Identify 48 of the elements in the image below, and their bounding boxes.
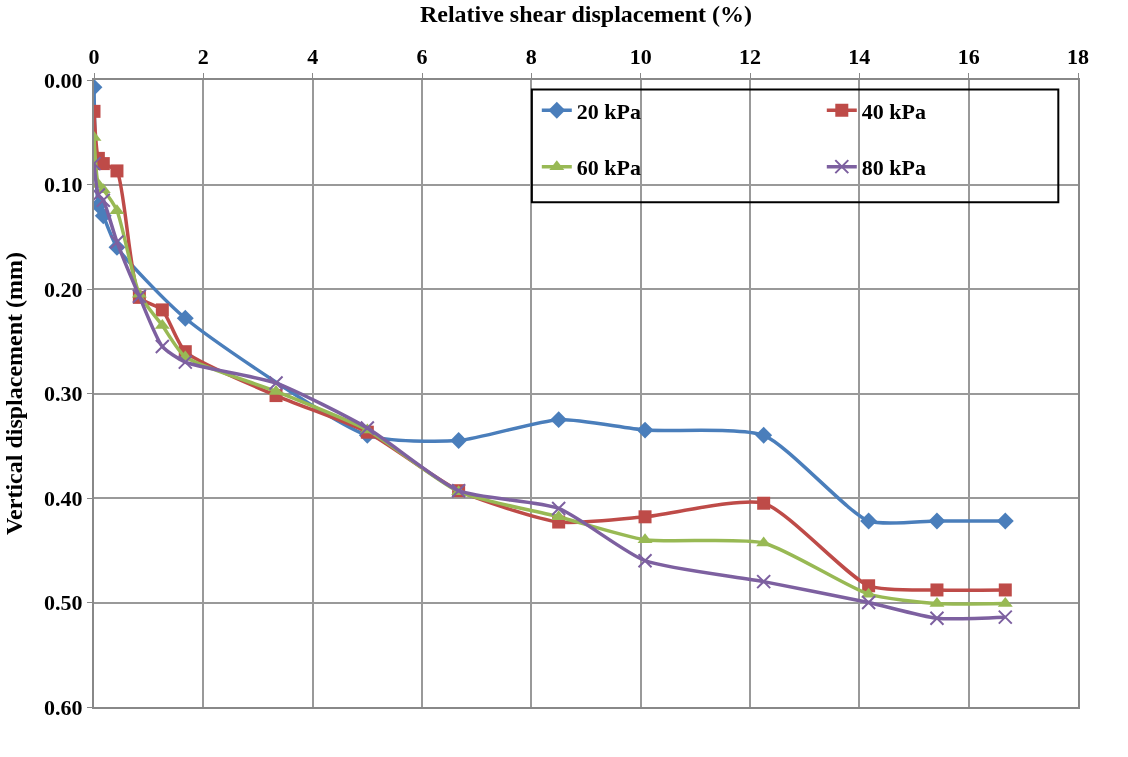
point bbox=[998, 583, 1012, 597]
point bbox=[636, 421, 654, 439]
legend-label: 80 kPa bbox=[861, 155, 926, 181]
y-tick-label: 0.40 bbox=[44, 485, 83, 511]
point bbox=[154, 338, 170, 354]
y-tick-label: 0.30 bbox=[44, 381, 83, 407]
point bbox=[155, 303, 169, 317]
point bbox=[551, 500, 567, 516]
point bbox=[929, 610, 945, 626]
x-tick-label: 10 bbox=[629, 44, 652, 70]
point bbox=[996, 512, 1014, 530]
x-tick-label: 4 bbox=[307, 44, 319, 70]
point bbox=[268, 375, 284, 391]
point bbox=[755, 426, 773, 444]
x-tick-label: 14 bbox=[848, 44, 871, 70]
x-tick-label: 12 bbox=[739, 44, 761, 70]
point bbox=[861, 595, 877, 610]
point bbox=[997, 609, 1013, 625]
x-axis-title: Relative shear displacement (%) bbox=[419, 0, 753, 27]
y-axis-title: Vertical displacement (mm) bbox=[0, 251, 27, 536]
x-tick-label: 0 bbox=[88, 44, 100, 70]
y-tick-label: 0.10 bbox=[44, 172, 83, 198]
y-tick-label: 0.20 bbox=[44, 276, 83, 302]
point bbox=[176, 309, 194, 327]
y-tick-label: 0.50 bbox=[44, 590, 83, 616]
point bbox=[109, 234, 125, 250]
point bbox=[756, 574, 772, 590]
point bbox=[550, 411, 568, 429]
point bbox=[637, 553, 653, 569]
point bbox=[860, 512, 878, 530]
point bbox=[757, 496, 771, 510]
legend-label: 40 kPa bbox=[861, 98, 926, 124]
point bbox=[177, 354, 193, 370]
point bbox=[95, 192, 111, 208]
x-tick-label: 16 bbox=[957, 44, 980, 70]
point bbox=[930, 583, 944, 597]
x-tick-label: 2 bbox=[197, 44, 209, 70]
point bbox=[928, 512, 946, 530]
x-tick-label: 8 bbox=[525, 44, 537, 70]
x-tick-label: 18 bbox=[1067, 44, 1089, 70]
legend-label: 20 kPa bbox=[576, 98, 641, 124]
y-tick-label: 0.60 bbox=[44, 694, 83, 720]
legend-label: 60 kPa bbox=[576, 155, 641, 181]
point bbox=[450, 432, 468, 449]
point bbox=[110, 164, 124, 178]
point bbox=[638, 510, 652, 524]
y-tick-label: 0.00 bbox=[44, 67, 83, 93]
x-tick-label: 6 bbox=[416, 44, 428, 70]
